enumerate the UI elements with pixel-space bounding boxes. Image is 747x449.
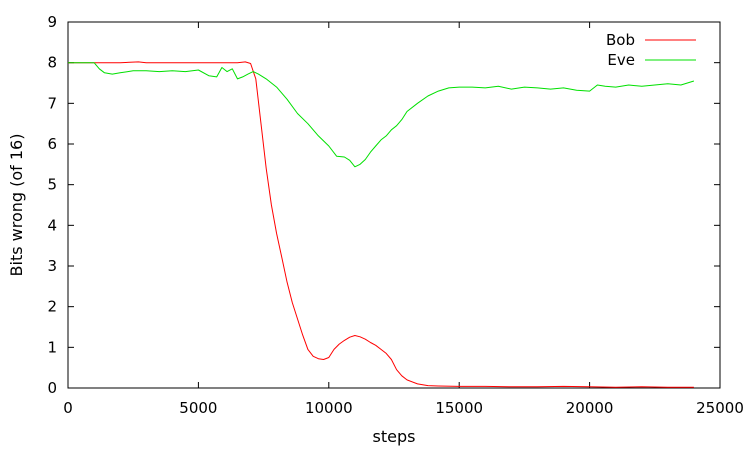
y-tick-label: 6: [47, 135, 57, 153]
series-line-bob: [68, 61, 694, 388]
legend-label-eve: Eve: [607, 51, 635, 69]
x-axis-title: steps: [373, 427, 416, 446]
x-tick-label: 0: [63, 399, 73, 417]
y-tick-label: 9: [47, 13, 57, 31]
legend-label-bob: Bob: [606, 31, 635, 49]
y-tick-label: 7: [47, 94, 57, 112]
y-tick-label: 5: [47, 176, 57, 194]
x-tick-label: 5000: [179, 399, 217, 417]
y-tick-label: 1: [47, 338, 57, 356]
x-tick-label: 15000: [435, 399, 483, 417]
x-tick-label: 10000: [305, 399, 353, 417]
x-axis-ticks: 0 5000 10000 15000 20000 25000: [63, 22, 744, 417]
x-tick-label: 20000: [566, 399, 614, 417]
x-tick-label: 25000: [696, 399, 744, 417]
plot-frame: [67, 21, 721, 389]
y-tick-label: 3: [47, 257, 57, 275]
y-axis-ticks: 0 1 2 3 4 5 6 7 8 9: [47, 13, 720, 397]
y-tick-label: 2: [47, 298, 57, 316]
y-tick-label: 8: [47, 54, 57, 72]
legend: Bob Eve: [606, 31, 696, 69]
y-axis-title: Bits wrong (of 16): [7, 134, 26, 277]
y-tick-label: 0: [47, 379, 57, 397]
series-line-eve: [68, 62, 695, 168]
y-tick-label: 4: [47, 216, 57, 234]
series-lines: [68, 61, 695, 388]
